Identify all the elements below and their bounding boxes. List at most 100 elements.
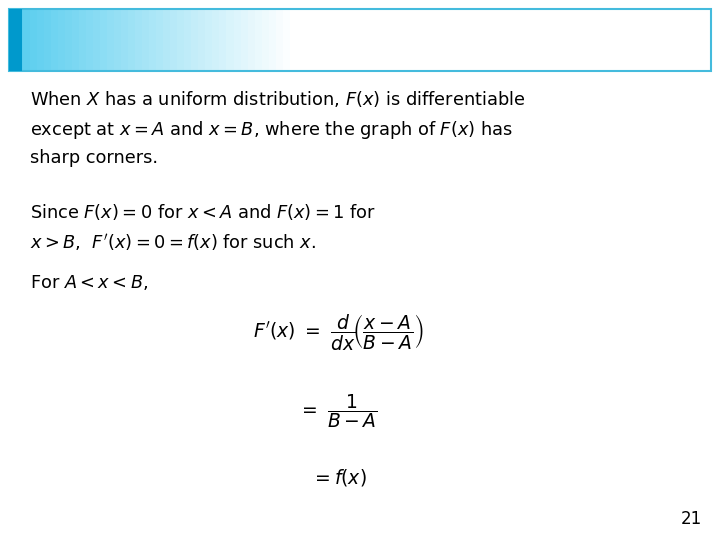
Bar: [114, 9, 122, 71]
Bar: [402, 9, 410, 71]
Bar: [578, 9, 586, 71]
Bar: [23, 9, 31, 71]
Bar: [30, 9, 38, 71]
Bar: [9, 9, 711, 71]
Bar: [269, 9, 277, 71]
Bar: [58, 9, 66, 71]
Bar: [374, 9, 382, 71]
Bar: [669, 9, 678, 71]
Bar: [177, 9, 186, 71]
Bar: [170, 9, 179, 71]
Bar: [212, 9, 221, 71]
Bar: [163, 9, 171, 71]
Text: $= \ \dfrac{1}{B-A}$: $= \ \dfrac{1}{B-A}$: [299, 393, 378, 430]
Bar: [16, 9, 24, 71]
Bar: [37, 9, 45, 71]
Text: 21: 21: [680, 510, 702, 528]
Bar: [149, 9, 158, 71]
Bar: [704, 9, 713, 71]
Bar: [184, 9, 193, 71]
Bar: [304, 9, 312, 71]
Bar: [662, 9, 670, 71]
Bar: [459, 9, 467, 71]
Bar: [416, 9, 425, 71]
Bar: [613, 9, 621, 71]
Bar: [156, 9, 165, 71]
Bar: [472, 9, 481, 71]
Bar: [289, 9, 298, 71]
Bar: [199, 9, 207, 71]
Bar: [44, 9, 53, 71]
Bar: [318, 9, 326, 71]
Bar: [192, 9, 200, 71]
Bar: [121, 9, 130, 71]
Bar: [332, 9, 341, 71]
Bar: [79, 9, 87, 71]
Bar: [297, 9, 305, 71]
Bar: [283, 9, 291, 71]
Bar: [697, 9, 706, 71]
Text: When $X$ has a uniform distribution, $F(x)$ is differentiable
except at $x = A$ : When $X$ has a uniform distribution, $F(…: [30, 89, 526, 167]
Text: $= f(x)$: $= f(x)$: [310, 468, 366, 488]
Bar: [634, 9, 642, 71]
Bar: [9, 9, 17, 71]
Bar: [465, 9, 474, 71]
Bar: [339, 9, 347, 71]
Bar: [536, 9, 544, 71]
Bar: [641, 9, 649, 71]
Bar: [423, 9, 432, 71]
Bar: [220, 9, 228, 71]
Bar: [311, 9, 319, 71]
Bar: [325, 9, 333, 71]
Bar: [431, 9, 438, 71]
Bar: [451, 9, 460, 71]
Bar: [381, 9, 390, 71]
Bar: [9, 9, 22, 71]
Bar: [248, 9, 256, 71]
Bar: [100, 9, 109, 71]
Text: Since $F(x) = 0$ for $x < A$ and $F(x) = 1$ for
$x > B$,  $F'(x) = 0 = f(x)$ for: Since $F(x) = 0$ for $x < A$ and $F(x) =…: [30, 202, 376, 253]
Bar: [683, 9, 692, 71]
Bar: [500, 9, 509, 71]
Bar: [65, 9, 73, 71]
Text: For $A < x < B$,: For $A < x < B$,: [30, 273, 148, 292]
Bar: [564, 9, 572, 71]
Bar: [395, 9, 404, 71]
Bar: [388, 9, 397, 71]
Bar: [205, 9, 214, 71]
Bar: [620, 9, 629, 71]
Bar: [543, 9, 552, 71]
Bar: [367, 9, 376, 71]
Bar: [585, 9, 593, 71]
Bar: [592, 9, 600, 71]
Text: $F'(x) \ = \ \dfrac{d}{dx}\!\left(\dfrac{x-A}{B-A}\right)$: $F'(x) \ = \ \dfrac{d}{dx}\!\left(\dfrac…: [253, 312, 424, 352]
Bar: [487, 9, 495, 71]
Bar: [690, 9, 698, 71]
Bar: [409, 9, 418, 71]
Bar: [606, 9, 614, 71]
Bar: [515, 9, 523, 71]
Bar: [599, 9, 608, 71]
Bar: [72, 9, 81, 71]
Bar: [51, 9, 59, 71]
Bar: [142, 9, 150, 71]
Bar: [550, 9, 558, 71]
Bar: [128, 9, 137, 71]
Bar: [346, 9, 354, 71]
Bar: [676, 9, 685, 71]
Bar: [437, 9, 446, 71]
Bar: [493, 9, 502, 71]
Bar: [93, 9, 102, 71]
Bar: [353, 9, 361, 71]
Bar: [86, 9, 94, 71]
Bar: [240, 9, 249, 71]
Bar: [276, 9, 284, 71]
Bar: [571, 9, 580, 71]
Bar: [444, 9, 453, 71]
Bar: [521, 9, 530, 71]
Bar: [360, 9, 369, 71]
Bar: [508, 9, 516, 71]
Bar: [528, 9, 537, 71]
Bar: [107, 9, 115, 71]
Bar: [480, 9, 488, 71]
